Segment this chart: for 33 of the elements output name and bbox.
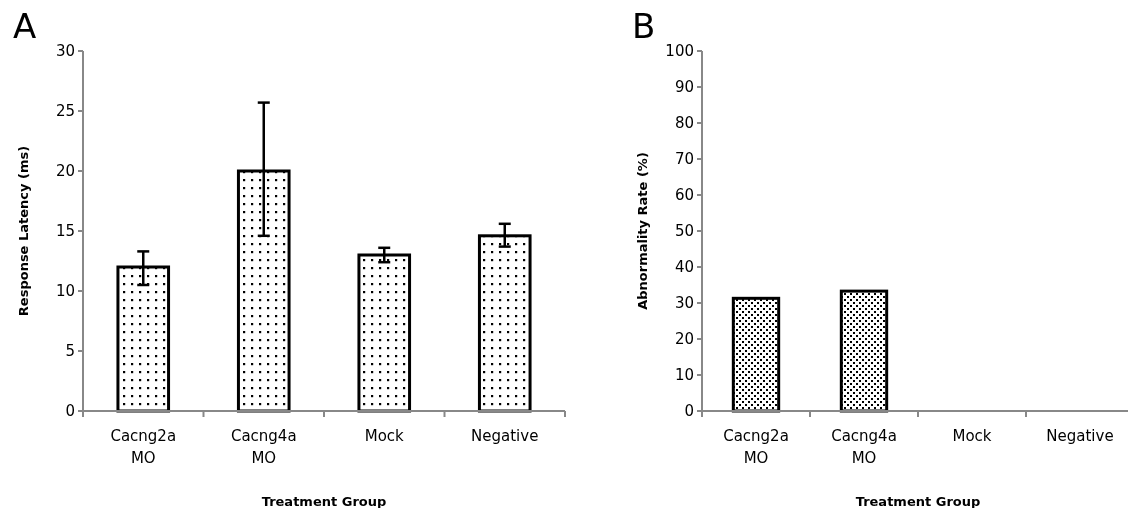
chart-title: A xyxy=(13,6,37,46)
bar xyxy=(357,253,412,413)
y-tick-label: 5 xyxy=(65,342,75,361)
y-tick-label: 100 xyxy=(665,42,694,61)
x-axis-title: Treatment Group xyxy=(261,494,387,509)
y-tick-label: 0 xyxy=(65,402,75,421)
y-tick-label: 0 xyxy=(684,402,694,421)
x-tick-label: Mock xyxy=(952,427,992,445)
x-tick-label: Mock xyxy=(364,427,405,445)
y-tick-label: 20 xyxy=(55,162,75,181)
y-tick-label: 70 xyxy=(674,150,694,169)
x-tick-label: Cacng4a MO xyxy=(831,427,897,467)
y-tick-label: 50 xyxy=(674,222,694,241)
y-tick-label: 20 xyxy=(674,330,694,349)
x-tick-label: Negative xyxy=(471,427,539,445)
y-tick-label: 30 xyxy=(55,42,75,61)
x-axis-title: Treatment Group xyxy=(855,494,981,509)
y-tick-label: 60 xyxy=(674,186,694,205)
y-axis-title: Response Latency (ms) xyxy=(16,145,31,317)
y-tick-label: 10 xyxy=(674,366,694,385)
y-tick-label: 40 xyxy=(674,258,694,277)
y-axis-title: Abnormality Rate (%) xyxy=(635,152,650,310)
x-tick-label: Cacng4a MO xyxy=(230,427,297,467)
y-tick-label: 25 xyxy=(55,102,75,121)
y-tick-label: 80 xyxy=(674,114,694,133)
y-tick-label: 10 xyxy=(55,282,75,301)
y-tick-label: 15 xyxy=(55,222,75,241)
y-tick-label: 90 xyxy=(674,78,694,97)
x-tick-label: Cacng2a MO xyxy=(110,427,177,467)
y-tick-label: 30 xyxy=(674,294,694,313)
x-tick-label: Negative xyxy=(1046,427,1114,445)
x-tick-label: Cacng2a MO xyxy=(723,427,789,467)
chart-title: B xyxy=(632,6,656,46)
